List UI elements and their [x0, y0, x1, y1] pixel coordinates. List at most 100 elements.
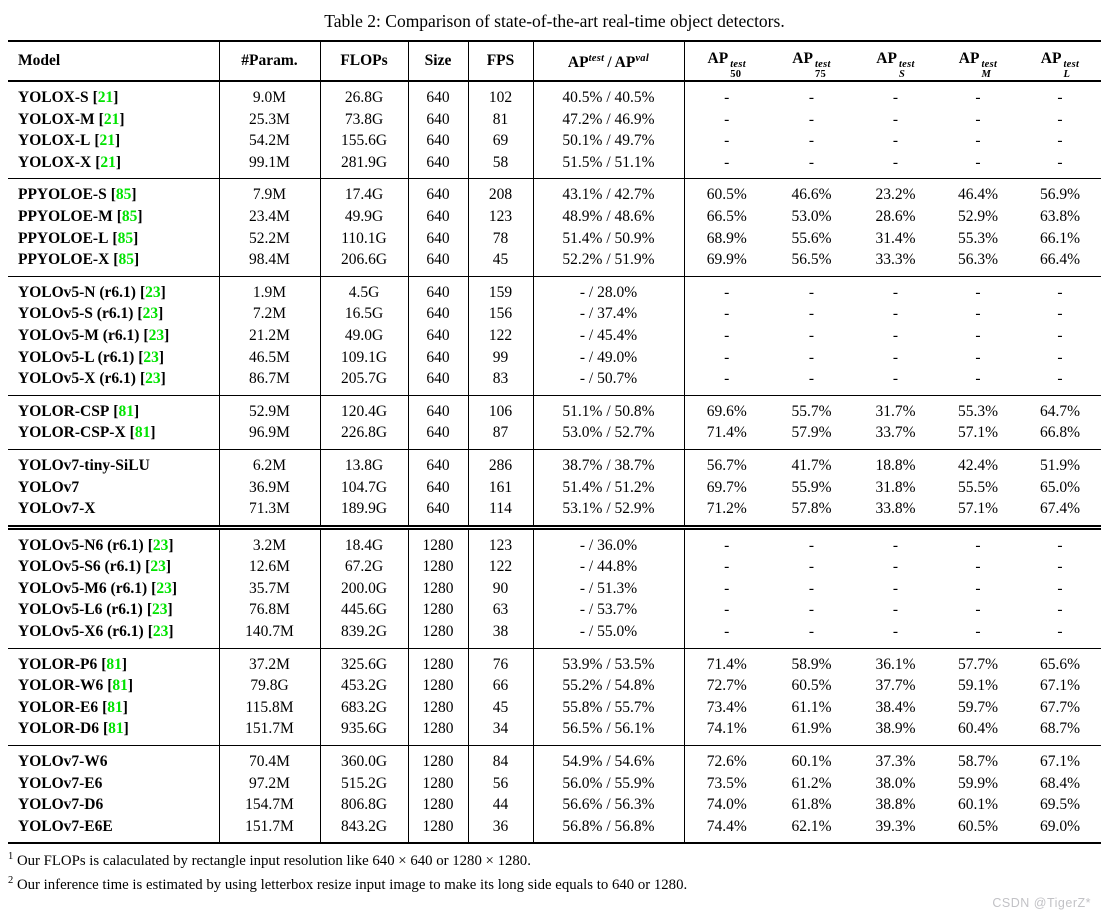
model-name: YOLOv7-W6	[18, 753, 108, 771]
cell-ap75: -	[808, 601, 815, 619]
ap-separator: /	[607, 54, 612, 71]
model-name: YOLOv5-L (r6.1)	[18, 348, 135, 366]
cell-size: 640	[408, 422, 469, 450]
table-row: YOLOv7-E6 97.2M 515.2G 1280 56 56.0% / 5…	[8, 772, 1101, 795]
model-name: YOLOv5-S6 (r6.1)	[18, 558, 142, 576]
ap-test-base: AP	[567, 54, 589, 71]
citation-number: 23	[150, 558, 166, 576]
model-name: YOLOv5-N (r6.1)	[18, 283, 136, 301]
cell-params: 140.7M	[219, 621, 321, 649]
cell-params: 23.4M	[219, 205, 321, 228]
cell-ap50: 71.2%	[706, 500, 747, 518]
cell-ap75: 55.7%	[791, 402, 832, 420]
cell-flops: 18.4G	[320, 527, 409, 557]
cell-flops: 73.8G	[320, 108, 409, 131]
model-name: YOLOv7-D6	[18, 796, 104, 814]
cell-apS: 31.8%	[875, 478, 916, 496]
cell-fps: 106	[468, 395, 534, 423]
cell-apM: 56.3%	[957, 251, 999, 269]
cell-fps: 34	[468, 718, 534, 746]
model-cell: YOLOR-E6 [81]	[8, 696, 220, 719]
cell-apM: -	[975, 623, 981, 641]
cell-apM: -	[975, 110, 981, 128]
cell-apM: -	[975, 283, 981, 301]
col-header-ap50: AP test 50	[684, 41, 769, 81]
cell-ap50: -	[724, 579, 730, 597]
citation-number: 85	[121, 207, 138, 225]
cell-ap-test-val: 47.2% / 46.9%	[533, 108, 685, 131]
cell-ap-test-val: - / 55.0%	[533, 621, 685, 649]
cell-size: 1280	[408, 745, 469, 773]
cell-apS: 38.8%	[875, 796, 916, 814]
cell-ap50: -	[724, 623, 730, 641]
model-ref: [23]	[143, 326, 170, 344]
cell-ap50: 60.5%	[706, 186, 747, 204]
cell-size: 1280	[408, 599, 469, 622]
cell-flops: 26.8G	[320, 81, 409, 109]
cell-apL: 64.7%	[1039, 402, 1081, 420]
cell-fps: 76	[468, 648, 534, 676]
cell-size: 640	[408, 205, 469, 228]
ap75-sub: 75	[814, 69, 827, 80]
cell-apL: 67.1%	[1039, 753, 1081, 771]
model-cell: PPYOLOE-L [85]	[8, 227, 220, 250]
cell-flops: 205.7G	[320, 368, 409, 396]
cell-apM: -	[975, 370, 981, 388]
table-row: YOLOX-S [21] 9.0M 26.8G 640 102 40.5% / 4…	[8, 81, 1101, 109]
apS-scripts: test S	[899, 59, 915, 80]
cell-params: 12.6M	[219, 556, 321, 578]
model-name: YOLOv7-E6E	[18, 817, 113, 835]
cell-apM: 52.9%	[957, 207, 999, 225]
citation-number: 21	[97, 89, 114, 106]
cell-ap-test-val: 53.0% / 52.7%	[533, 422, 685, 450]
cell-apL: -	[1057, 89, 1063, 106]
cell-size: 640	[408, 449, 469, 477]
cell-ap75: 61.8%	[791, 796, 832, 814]
cell-params: 35.7M	[219, 577, 321, 600]
cell-fps: 122	[468, 556, 534, 578]
cell-apS: -	[892, 579, 899, 597]
model-name: PPYOLOE-S	[18, 186, 107, 204]
table-row: YOLOv5-L (r6.1) [23] 46.5M 109.1G 640 99 …	[8, 346, 1101, 369]
cell-ap50: -	[724, 305, 730, 323]
model-name: YOLOX-L	[18, 132, 91, 150]
citation-number: 23	[145, 283, 161, 301]
cell-ap75: -	[808, 283, 815, 301]
cell-fps: 102	[468, 81, 534, 109]
cell-apL: -	[1057, 558, 1063, 576]
citation-number: 21	[100, 153, 116, 171]
cell-ap50: -	[724, 110, 730, 128]
cell-ap-test-val: 56.8% / 56.8%	[533, 815, 685, 844]
model-ref: [81]	[102, 720, 129, 738]
cell-ap-test-val: 38.7% / 38.7%	[533, 449, 685, 477]
col-header-apS: AP test S	[854, 41, 937, 81]
model-ref: [21]	[98, 110, 125, 128]
model-cell: YOLOv7-E6E	[8, 815, 220, 844]
cell-flops: 67.2G	[320, 556, 409, 578]
cell-apL: -	[1057, 579, 1063, 597]
footnote-2: 2 Our inference time is estimated by usi…	[8, 873, 1101, 897]
cell-flops: 453.2G	[320, 675, 409, 697]
cell-apS: 18.8%	[875, 456, 916, 474]
cell-fps: 123	[468, 205, 534, 228]
cell-size: 1280	[408, 696, 469, 719]
cell-fps: 69	[468, 130, 534, 152]
model-cell: YOLOX-X [21]	[8, 151, 220, 179]
cell-apS: 37.3%	[875, 753, 916, 771]
cell-apL: 66.1%	[1039, 229, 1081, 247]
cell-ap50: -	[724, 558, 730, 576]
model-cell: YOLOX-L [21]	[8, 130, 220, 152]
cell-fps: 45	[468, 696, 534, 719]
cell-flops: 200.0G	[320, 577, 409, 600]
apM-sub: M	[981, 69, 992, 80]
cell-ap50: 74.4%	[706, 817, 747, 835]
cell-apS: 37.7%	[875, 677, 916, 695]
cell-size: 640	[408, 324, 469, 347]
cell-params: 96.9M	[219, 422, 321, 450]
cell-params: 52.9M	[219, 395, 321, 423]
cell-params: 70.4M	[219, 745, 321, 773]
model-name: YOLOX-X	[18, 153, 92, 171]
model-cell: YOLOv5-X (r6.1) [23]	[8, 368, 220, 396]
footnote-1-marker: 1	[8, 851, 14, 863]
cell-fps: 90	[468, 577, 534, 600]
